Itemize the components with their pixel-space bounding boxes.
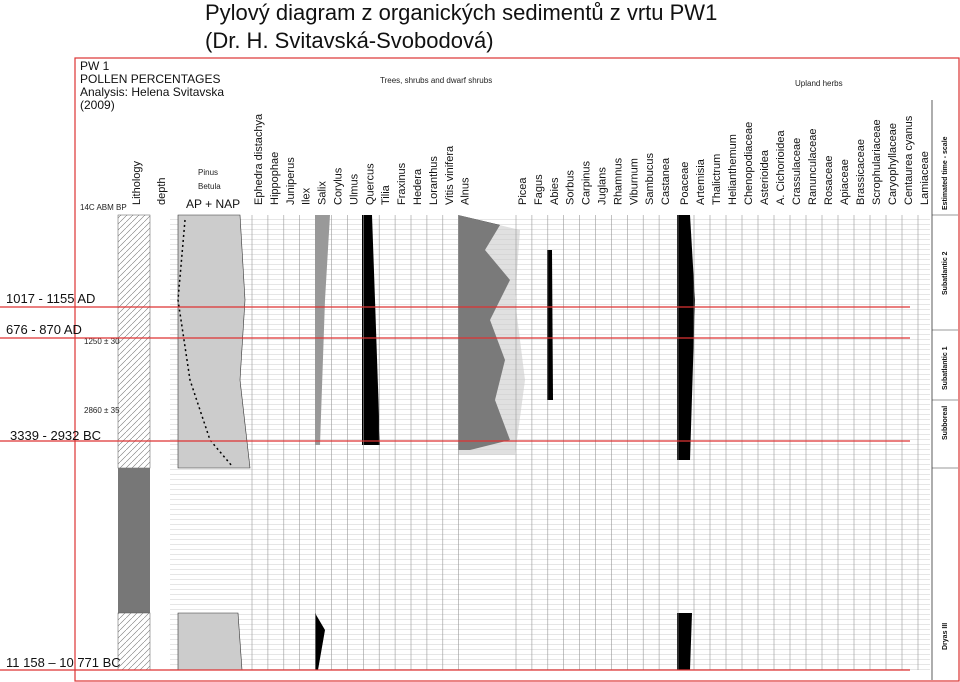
salix-area <box>315 215 330 445</box>
taxon-label: A. Cichorioidea <box>775 130 787 205</box>
calibrated-date: 1017 - 1155 AD <box>6 291 95 306</box>
lithology-peat <box>117 612 151 671</box>
column-label: AP + NAP <box>186 197 240 211</box>
taxa-labels: Ephedra distachya Hippophae Juniperus Ilex S… <box>253 113 931 205</box>
radiocarbon-date: 1250 ± 30 <box>84 337 120 346</box>
taxon-label: Helianthemum <box>727 134 739 205</box>
taxon-label: Lamiaceae <box>919 151 931 205</box>
title-line: Pylový diagram z organických sedimentů z… <box>205 0 717 25</box>
taxon-label: Asterioidea <box>759 149 771 205</box>
taxon-label: Castanea <box>660 157 672 205</box>
ap-nap-curve <box>177 219 233 467</box>
timescale: Estimated time - scale Subatlantic 2 Sub… <box>931 100 958 680</box>
taxon-label: Rosaceae <box>823 155 835 205</box>
taxon-label: Scrophulariaceae <box>871 119 883 205</box>
taxon-label: Ilex <box>301 187 313 205</box>
taxon-label: Fraxinus <box>396 162 408 205</box>
taxon-label: Rhamnus <box>612 157 624 205</box>
zone-label: Subatlantic 2 <box>942 251 949 295</box>
taxon-label: Abies <box>549 177 561 205</box>
taxon-label: Loranthus <box>428 156 440 205</box>
ap-nap-area <box>177 214 251 469</box>
lithology-peat <box>117 214 151 469</box>
title-line: (Dr. H. Svitavská-Svobodová) <box>205 28 494 53</box>
group-label: Trees, shrubs and dwarf shrubs <box>380 76 492 85</box>
taxon-label: Hippophae <box>269 152 281 205</box>
taxon-label: Ephedra distachya <box>253 113 265 205</box>
taxon-label: Sambucus <box>644 153 656 205</box>
header-line: POLLEN PERCENTAGES <box>80 72 220 86</box>
calibrated-dates: 1017 - 1155 AD 676 - 870 AD 3339 - 2932 … <box>0 291 910 671</box>
abies-area <box>547 250 553 400</box>
taxon-label: Chenopodiaceae <box>743 122 755 205</box>
taxon-label: Picea <box>517 177 529 205</box>
taxon-label: Hedera <box>412 168 424 205</box>
taxon-label: Ranunculaceae <box>807 129 819 205</box>
header-line: PW 1 <box>80 59 110 73</box>
taxon-label: Apiaceae <box>839 159 851 205</box>
taxon-label: Juniperus <box>285 157 297 205</box>
column-lines <box>251 215 919 670</box>
ap-nap-area <box>177 612 243 671</box>
taxon-label: Carpinus <box>581 160 593 205</box>
poaceae-area <box>677 613 692 670</box>
quercus-area <box>362 215 380 445</box>
zone-label: Dryas III <box>942 623 949 650</box>
header-line: Analysis: Helena Svitavska <box>80 85 224 99</box>
header: PW 1 POLLEN PERCENTAGES Analysis: Helena… <box>80 59 224 112</box>
salix-area <box>315 613 325 670</box>
alnus-exaggeration <box>458 215 525 455</box>
taxon-label: Sorbus <box>565 170 577 205</box>
column-label: 14C ABM BP <box>80 203 127 212</box>
taxon-label: Juglans <box>597 167 609 205</box>
taxon-label: Thalictrum <box>711 154 723 205</box>
frame <box>74 57 960 682</box>
taxon-label: Ulmus <box>348 173 360 205</box>
taxon-label: Alnus <box>460 177 472 205</box>
column-label: Pinus <box>198 168 218 177</box>
taxon-label: Vitis vinifera <box>444 145 456 205</box>
taxon-label: Brassicaceae <box>855 139 867 205</box>
timescale-label: Estimated time - scale <box>942 136 949 210</box>
taxon-label: Quercus <box>364 163 376 205</box>
header-line: (2009) <box>80 98 115 112</box>
taxon-label: Centaurea cyanus <box>903 115 915 205</box>
zone-label: Subatlantic 1 <box>942 346 949 390</box>
calibrated-date: 676 - 870 AD <box>6 322 82 337</box>
group-label: Upland herbs <box>795 79 843 88</box>
radiocarbon-date: 2860 ± 35 <box>84 406 120 415</box>
calibrated-date: 11 158 – 10 771 BC <box>6 655 121 670</box>
zone-label: Subboreal <box>942 406 949 440</box>
column-label: Lithology <box>131 160 143 205</box>
column-label: depth <box>156 177 168 205</box>
taxon-label: Crassulaceae <box>791 138 803 205</box>
taxon-label: Tilia <box>380 184 392 205</box>
column-labels: 14C ABM BP Lithology depth Pinus Betula … <box>80 160 240 212</box>
taxon-label: Fagus <box>533 174 545 205</box>
calibrated-date: 3339 - 2932 BC <box>10 428 101 443</box>
column-label: Betula <box>198 182 221 191</box>
taxon-label: Corylus <box>333 167 345 205</box>
taxon-label: Viburnum <box>628 158 640 205</box>
taxon-label: Salix <box>317 181 329 205</box>
taxon-label: Artemisia <box>695 158 707 205</box>
taxon-label: Poaceae <box>679 162 691 205</box>
taxon-label: Caryophyllaceae <box>887 123 899 205</box>
lithology-clay <box>118 468 150 613</box>
